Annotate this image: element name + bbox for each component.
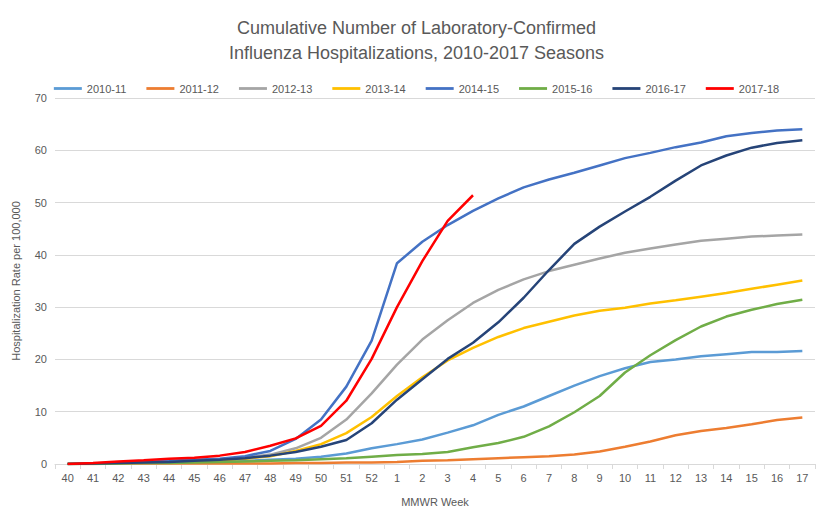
svg-text:43: 43 bbox=[138, 472, 150, 484]
svg-text:49: 49 bbox=[290, 472, 302, 484]
svg-text:17: 17 bbox=[796, 472, 808, 484]
svg-text:13: 13 bbox=[695, 472, 707, 484]
svg-text:15: 15 bbox=[746, 472, 758, 484]
svg-text:14: 14 bbox=[720, 472, 732, 484]
svg-text:Influenza Hospitalizations, 20: Influenza Hospitalizations, 2010-2017 Se… bbox=[229, 43, 604, 63]
svg-text:42: 42 bbox=[112, 472, 124, 484]
svg-text:4: 4 bbox=[470, 472, 476, 484]
svg-text:3: 3 bbox=[445, 472, 451, 484]
svg-text:41: 41 bbox=[87, 472, 99, 484]
svg-text:51: 51 bbox=[340, 472, 352, 484]
svg-text:16: 16 bbox=[771, 472, 783, 484]
svg-text:2010-11: 2010-11 bbox=[87, 83, 127, 95]
svg-text:Cumulative Number of Laborator: Cumulative Number of Laboratory-Confirme… bbox=[237, 18, 596, 38]
svg-text:1: 1 bbox=[394, 472, 400, 484]
svg-text:7: 7 bbox=[546, 472, 552, 484]
svg-text:9: 9 bbox=[597, 472, 603, 484]
svg-text:2011-12: 2011-12 bbox=[179, 83, 219, 95]
svg-text:50: 50 bbox=[315, 472, 327, 484]
svg-text:46: 46 bbox=[214, 472, 226, 484]
svg-text:45: 45 bbox=[188, 472, 200, 484]
svg-text:5: 5 bbox=[495, 472, 501, 484]
svg-text:48: 48 bbox=[264, 472, 276, 484]
svg-text:40: 40 bbox=[62, 472, 74, 484]
svg-text:20: 20 bbox=[35, 353, 47, 365]
svg-text:2017-18: 2017-18 bbox=[739, 83, 779, 95]
svg-text:2: 2 bbox=[419, 472, 425, 484]
svg-text:60: 60 bbox=[35, 144, 47, 156]
svg-text:47: 47 bbox=[239, 472, 251, 484]
svg-text:2012-13: 2012-13 bbox=[272, 83, 312, 95]
svg-text:50: 50 bbox=[35, 197, 47, 209]
svg-text:10: 10 bbox=[35, 406, 47, 418]
svg-text:MMWR Week: MMWR Week bbox=[401, 496, 469, 508]
svg-text:8: 8 bbox=[571, 472, 577, 484]
svg-text:44: 44 bbox=[163, 472, 175, 484]
svg-text:52: 52 bbox=[366, 472, 378, 484]
svg-text:2016-17: 2016-17 bbox=[645, 83, 685, 95]
svg-text:Hospitalization Rate per 100,0: Hospitalization Rate per 100,000 bbox=[10, 201, 22, 361]
svg-text:0: 0 bbox=[41, 458, 47, 470]
svg-text:30: 30 bbox=[35, 301, 47, 313]
svg-text:2015-16: 2015-16 bbox=[552, 83, 592, 95]
svg-text:70: 70 bbox=[35, 92, 47, 104]
svg-text:2013-14: 2013-14 bbox=[365, 83, 405, 95]
svg-text:10: 10 bbox=[619, 472, 631, 484]
svg-text:2014-15: 2014-15 bbox=[459, 83, 499, 95]
svg-text:40: 40 bbox=[35, 249, 47, 261]
svg-text:6: 6 bbox=[521, 472, 527, 484]
svg-text:11: 11 bbox=[645, 472, 656, 484]
svg-text:12: 12 bbox=[670, 472, 682, 484]
